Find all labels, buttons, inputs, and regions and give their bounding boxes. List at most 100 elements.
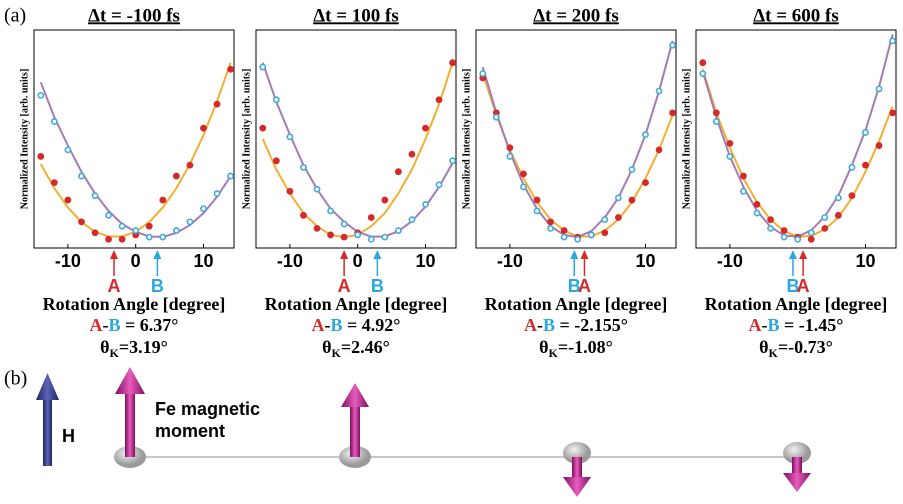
kerr-value: =-0.73° (778, 337, 833, 357)
data-point (740, 172, 747, 180)
open-point (132, 227, 140, 234)
open-point (186, 218, 194, 226)
data-point (367, 214, 375, 221)
open-point (394, 227, 402, 234)
x-axis-label: Rotation Angle [degree] (705, 294, 888, 314)
atom (783, 442, 811, 464)
kerr-label: θK=-1.08° (539, 337, 613, 360)
data-point (50, 179, 58, 187)
difference-part: B (109, 315, 121, 335)
open-point (172, 227, 180, 234)
difference-part: - (325, 315, 331, 335)
open-point (64, 146, 72, 154)
data-point (889, 109, 897, 117)
marker-label: B (568, 276, 581, 296)
open-point (91, 192, 99, 200)
data-point (435, 96, 443, 104)
open-point (367, 235, 375, 243)
open-point (340, 220, 348, 228)
plot-frame (475, 29, 677, 249)
open-point (614, 194, 622, 202)
open-point (601, 216, 609, 224)
open-point (821, 214, 829, 221)
data-point (200, 124, 207, 132)
data-point (91, 229, 99, 237)
data-point (506, 144, 514, 152)
difference-part: B (768, 315, 780, 335)
data-point (327, 231, 334, 239)
marker-label: A (797, 276, 810, 296)
data-point (105, 235, 112, 243)
data-point (753, 201, 761, 208)
data-point (37, 153, 45, 160)
difference-label: A-B = 6.37° (90, 315, 179, 335)
open-point (259, 63, 267, 71)
moment-label: moment (155, 421, 225, 441)
plot-frame (33, 29, 235, 249)
marker-arrow-head (570, 250, 579, 259)
panel-label: (b) (4, 368, 27, 390)
data-point (547, 218, 554, 226)
x-tick-label: 10 (193, 251, 213, 271)
y-axis-label: Normalized Intensity [arb. units] (19, 69, 30, 210)
data-point (807, 235, 815, 243)
data-point (394, 168, 402, 176)
difference-part: = 6.37° (121, 315, 179, 335)
panel-label: (a) (4, 5, 26, 27)
open-point (520, 183, 527, 191)
data-point (712, 109, 720, 117)
difference-label: A-B = 4.92° (312, 315, 401, 335)
kerr-subscript: K (110, 346, 120, 360)
open-point (726, 153, 734, 160)
data-point (300, 211, 307, 219)
open-point (50, 118, 58, 125)
kerr-symbol: θ (322, 337, 331, 357)
marker-arrow-head (340, 250, 349, 259)
x-tick-label: -10 (717, 251, 743, 271)
data-point (848, 192, 856, 200)
marker-label: B (371, 276, 384, 296)
data-point (614, 214, 622, 221)
moment-arrow (350, 405, 360, 457)
data-point (118, 235, 126, 243)
data-point (655, 146, 663, 154)
atom (563, 442, 591, 464)
open-point (213, 190, 221, 197)
open-point (862, 129, 869, 136)
open-point (628, 166, 636, 173)
difference-part: = 4.92° (343, 315, 401, 335)
open-point (699, 70, 707, 77)
fit-line (701, 68, 894, 238)
open-point (286, 133, 294, 141)
data-point (780, 227, 788, 234)
open-point (533, 207, 541, 215)
marker-label: A (338, 276, 351, 296)
kerr-subscript: K (549, 346, 559, 360)
open-point (381, 233, 389, 241)
data-point (340, 233, 348, 241)
open-point (159, 233, 167, 241)
kerr-subscript: K (332, 346, 342, 360)
data-point (669, 109, 677, 117)
open-point (740, 187, 747, 195)
chart-title: Δt = 200 fs (533, 5, 619, 26)
marker-arrow-head (110, 250, 118, 259)
open-point (780, 233, 788, 241)
difference-part: A (90, 315, 103, 335)
open-point (560, 233, 568, 241)
data-point (875, 142, 883, 149)
kerr-symbol: θ (539, 337, 548, 357)
marker-arrow-head (788, 250, 797, 259)
open-point (492, 113, 500, 121)
fit-line (261, 62, 454, 238)
open-point (227, 172, 235, 180)
open-point (118, 222, 126, 230)
fit-line (261, 62, 454, 239)
moment-arrow-head (783, 473, 811, 492)
data-point (699, 59, 707, 67)
data-point (313, 224, 321, 232)
open-point (753, 209, 761, 217)
difference-part: - (762, 315, 768, 335)
difference-part: B (331, 315, 343, 335)
moment-arrow (792, 457, 802, 475)
